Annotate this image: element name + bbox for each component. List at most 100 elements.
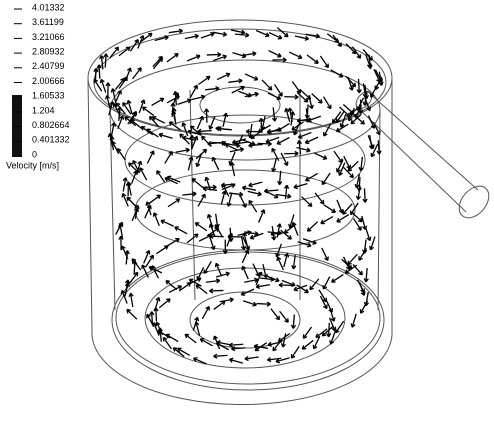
arrow xyxy=(201,33,214,38)
arrow xyxy=(202,136,212,146)
arrow xyxy=(302,340,313,349)
arrow xyxy=(291,315,295,329)
velocity-vectors xyxy=(94,28,383,364)
arrow xyxy=(229,358,242,363)
legend-tick-label: 0.401332 xyxy=(32,135,70,145)
arrow xyxy=(285,185,289,199)
arrow xyxy=(243,301,256,306)
arrow xyxy=(353,264,362,274)
arrow xyxy=(133,68,142,79)
vessel xyxy=(88,20,494,405)
arrow xyxy=(295,36,309,40)
arrow xyxy=(284,95,298,99)
arrow xyxy=(248,191,262,195)
wall xyxy=(88,80,92,330)
arrow xyxy=(245,356,259,360)
arrow xyxy=(178,99,191,104)
pipe-end xyxy=(453,180,494,223)
arrow xyxy=(377,140,381,154)
arrow xyxy=(111,123,115,137)
arrow xyxy=(198,194,205,206)
arrow xyxy=(333,35,341,46)
arrow xyxy=(357,79,361,93)
arrow xyxy=(289,52,302,58)
arrow xyxy=(330,331,335,344)
arrow xyxy=(166,334,178,341)
arrow xyxy=(259,210,265,223)
legend-tick-label: 0 xyxy=(32,149,37,159)
arrow xyxy=(217,341,231,345)
arrow xyxy=(215,225,222,237)
legend-tick-label: 0.802664 xyxy=(32,120,70,130)
arrow xyxy=(231,30,245,34)
arrow xyxy=(363,188,367,202)
arrow xyxy=(214,354,228,358)
arrow xyxy=(269,51,282,57)
arrow xyxy=(284,254,289,268)
arrow xyxy=(191,95,205,99)
arrow xyxy=(221,191,226,205)
legend: Velocity [m/s] 4.013323.611993.210662.80… xyxy=(6,2,70,170)
arrow xyxy=(223,113,227,127)
arrow xyxy=(277,138,289,145)
arrow xyxy=(284,151,298,155)
arrow xyxy=(168,199,180,207)
arrow xyxy=(249,200,257,212)
arrow xyxy=(231,347,245,351)
arrow xyxy=(153,56,163,66)
arrow xyxy=(242,186,256,190)
arrow xyxy=(143,107,154,115)
arrow xyxy=(161,220,174,226)
legend-tick-label: 3.61199 xyxy=(32,17,64,27)
arrow xyxy=(157,171,165,183)
legend-title: Velocity [m/s] xyxy=(6,160,59,170)
arrow xyxy=(195,223,206,231)
arrow xyxy=(216,272,229,277)
arrow xyxy=(198,76,209,84)
arrow xyxy=(366,227,371,240)
arrow xyxy=(272,158,277,172)
arrow xyxy=(324,205,336,213)
arrow xyxy=(220,298,234,302)
arrow xyxy=(364,268,368,282)
legend-tick-label: 1.204 xyxy=(32,105,55,115)
arrow xyxy=(336,321,344,333)
arrow xyxy=(297,93,307,102)
arrow xyxy=(297,148,311,152)
arrow xyxy=(198,129,212,133)
arrow xyxy=(277,194,291,198)
arrow xyxy=(111,89,115,103)
arrow xyxy=(313,336,319,349)
ring xyxy=(190,292,300,348)
arrow xyxy=(209,289,223,293)
arrow xyxy=(127,309,137,319)
arrow xyxy=(242,52,256,56)
arrow xyxy=(324,97,331,109)
arrow xyxy=(139,100,145,113)
arrow xyxy=(281,153,288,165)
arrow xyxy=(269,33,282,39)
arrow xyxy=(263,264,267,278)
arrow xyxy=(292,255,296,269)
arrow xyxy=(305,137,318,143)
legend-tick-label: 1.60533 xyxy=(32,91,65,101)
arrow xyxy=(332,275,344,283)
arrow xyxy=(175,227,187,234)
arrow xyxy=(207,53,221,57)
arrow xyxy=(147,151,154,164)
arrow xyxy=(337,215,349,222)
arrow xyxy=(276,244,282,257)
arrow xyxy=(306,34,320,38)
arrow xyxy=(130,40,138,52)
arrow xyxy=(110,47,119,58)
pipe xyxy=(358,92,478,212)
arrow xyxy=(331,70,343,77)
arrow xyxy=(187,234,198,243)
arrow xyxy=(277,28,288,37)
pipe-start xyxy=(353,88,375,111)
arrow xyxy=(159,299,170,308)
arrow xyxy=(360,301,367,313)
arrow xyxy=(140,168,147,180)
arrow xyxy=(196,285,207,294)
arrow xyxy=(192,179,203,188)
